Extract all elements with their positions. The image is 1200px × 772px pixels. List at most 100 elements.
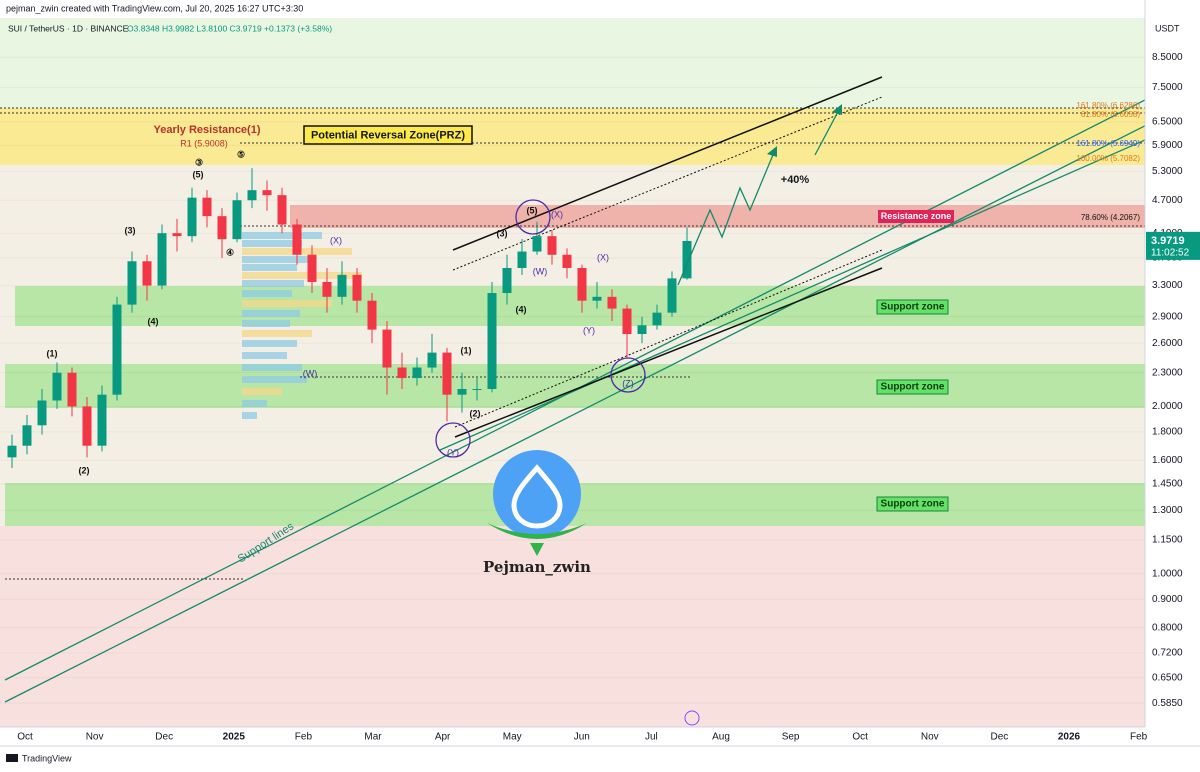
y-tick-label: 1.0000 xyxy=(1152,568,1183,579)
support-label: Support zone xyxy=(881,382,945,393)
wave-label: (X) xyxy=(597,252,609,262)
arrow-head xyxy=(767,146,777,157)
candle-body xyxy=(262,190,272,196)
wave-label: ⑤ xyxy=(237,149,245,159)
volume-profile xyxy=(242,280,304,287)
volume-profile xyxy=(242,352,287,359)
wave-label: ③ xyxy=(195,157,203,167)
x-tick-label: Sep xyxy=(782,732,800,743)
candle-body xyxy=(397,367,407,379)
volume-profile xyxy=(242,376,307,383)
logo-tip xyxy=(530,543,544,556)
x-tick-label: Feb xyxy=(1130,732,1148,743)
volume-profile xyxy=(242,364,302,371)
footer-icon xyxy=(6,754,18,762)
arrow-head xyxy=(832,104,842,115)
wave-label: (5) xyxy=(527,205,538,215)
logo-base xyxy=(487,523,587,539)
candle-body xyxy=(307,254,317,282)
candle-body xyxy=(502,267,512,294)
candle-body xyxy=(67,372,77,407)
resistance-zone xyxy=(290,205,1145,228)
channel-line xyxy=(454,267,883,438)
candle-body xyxy=(517,251,527,268)
support-zone xyxy=(5,364,1145,408)
volume-profile xyxy=(242,290,292,297)
y-tick-label: 1.4500 xyxy=(1152,479,1183,490)
y-tick-label: 1.8000 xyxy=(1152,427,1183,438)
wave-label: (X) xyxy=(330,235,342,245)
candle-body xyxy=(37,400,47,426)
x-tick-label: Nov xyxy=(86,732,104,743)
wave-label: ④ xyxy=(226,247,234,257)
resistance-box xyxy=(878,210,954,223)
candle-body xyxy=(367,300,377,330)
x-tick-label: Aug xyxy=(712,732,730,743)
x-tick-label: 2025 xyxy=(223,732,246,743)
candle-body xyxy=(487,293,497,390)
y-tick-label: 2.9000 xyxy=(1152,311,1183,322)
wave-label: (W) xyxy=(303,368,318,378)
price-axis xyxy=(1145,0,1200,745)
y-tick-label: 4.7000 xyxy=(1152,195,1183,206)
support-box xyxy=(876,299,949,315)
prz-box xyxy=(303,125,473,145)
candle-body xyxy=(292,224,302,255)
author-name: Pejman_zwin xyxy=(483,558,591,576)
y-tick-label: 2.6000 xyxy=(1152,338,1183,349)
x-tick-label: Jul xyxy=(645,732,658,743)
support-line xyxy=(439,139,1146,451)
candle-body xyxy=(607,296,617,309)
y-tick-label: 3.3000 xyxy=(1152,280,1183,291)
channel-line xyxy=(454,249,883,428)
candle-body xyxy=(622,308,632,335)
prz-zone xyxy=(0,108,1145,165)
x-tick-label: Feb xyxy=(295,732,313,743)
y-tick-label: 1.3000 xyxy=(1152,505,1183,516)
volume-profile xyxy=(242,232,322,239)
y-tick-label: 1.1500 xyxy=(1152,535,1183,546)
candle-body xyxy=(127,261,137,305)
y-tick-label: 0.8000 xyxy=(1152,622,1183,633)
wave-label: (W) xyxy=(533,266,548,276)
candle-body xyxy=(427,352,437,368)
volume-profile xyxy=(242,256,312,263)
bg-upper xyxy=(0,18,1145,108)
wave-label: (3) xyxy=(497,228,508,238)
candle-body xyxy=(172,233,182,237)
y-tick-label: 8.5000 xyxy=(1152,52,1183,63)
candle-body xyxy=(22,425,32,446)
fib-label: 161.80% (5.6949) xyxy=(1076,139,1140,148)
x-tick-label: May xyxy=(503,732,522,743)
x-tick-label: Dec xyxy=(155,732,173,743)
support-label: Support zone xyxy=(881,302,945,313)
wave-circle xyxy=(435,422,471,458)
volume-profile xyxy=(242,388,282,395)
wave-label: (1) xyxy=(47,348,58,358)
volume-profile xyxy=(242,340,297,347)
candle-body xyxy=(652,312,662,326)
y-tick-label: 2.3000 xyxy=(1152,367,1183,378)
event-icon xyxy=(684,710,700,726)
ohlc: O3.8348 H3.9982 L3.8100 C3.9719 +0.1373 … xyxy=(127,23,332,33)
candle-body xyxy=(97,394,107,446)
candle-body xyxy=(547,236,557,255)
volume-profile xyxy=(242,300,332,307)
x-tick-label: Oct xyxy=(852,732,868,743)
candle-body xyxy=(667,278,677,313)
candle-body xyxy=(382,329,392,368)
volume-profile xyxy=(242,264,297,271)
x-tick-label: Nov xyxy=(921,732,939,743)
volume-profile xyxy=(242,400,267,407)
candle-body xyxy=(82,406,92,446)
symbol: SUI / TetherUS · 1D · BINANCE xyxy=(8,23,129,33)
x-tick-label: Mar xyxy=(364,732,382,743)
y-tick-label: 5.9000 xyxy=(1152,140,1183,151)
y-tick-label: 1.6000 xyxy=(1152,455,1183,466)
y-tick-label: 2.0000 xyxy=(1152,401,1183,412)
candle-body xyxy=(157,233,167,286)
volume-profile xyxy=(242,330,312,337)
x-tick-label: 2026 xyxy=(1058,732,1081,743)
wave-label: (X) xyxy=(551,209,563,219)
